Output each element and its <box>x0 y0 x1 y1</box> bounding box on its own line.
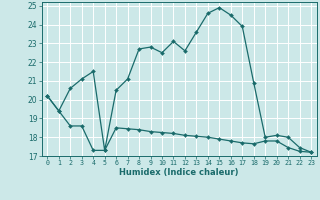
X-axis label: Humidex (Indice chaleur): Humidex (Indice chaleur) <box>119 168 239 177</box>
